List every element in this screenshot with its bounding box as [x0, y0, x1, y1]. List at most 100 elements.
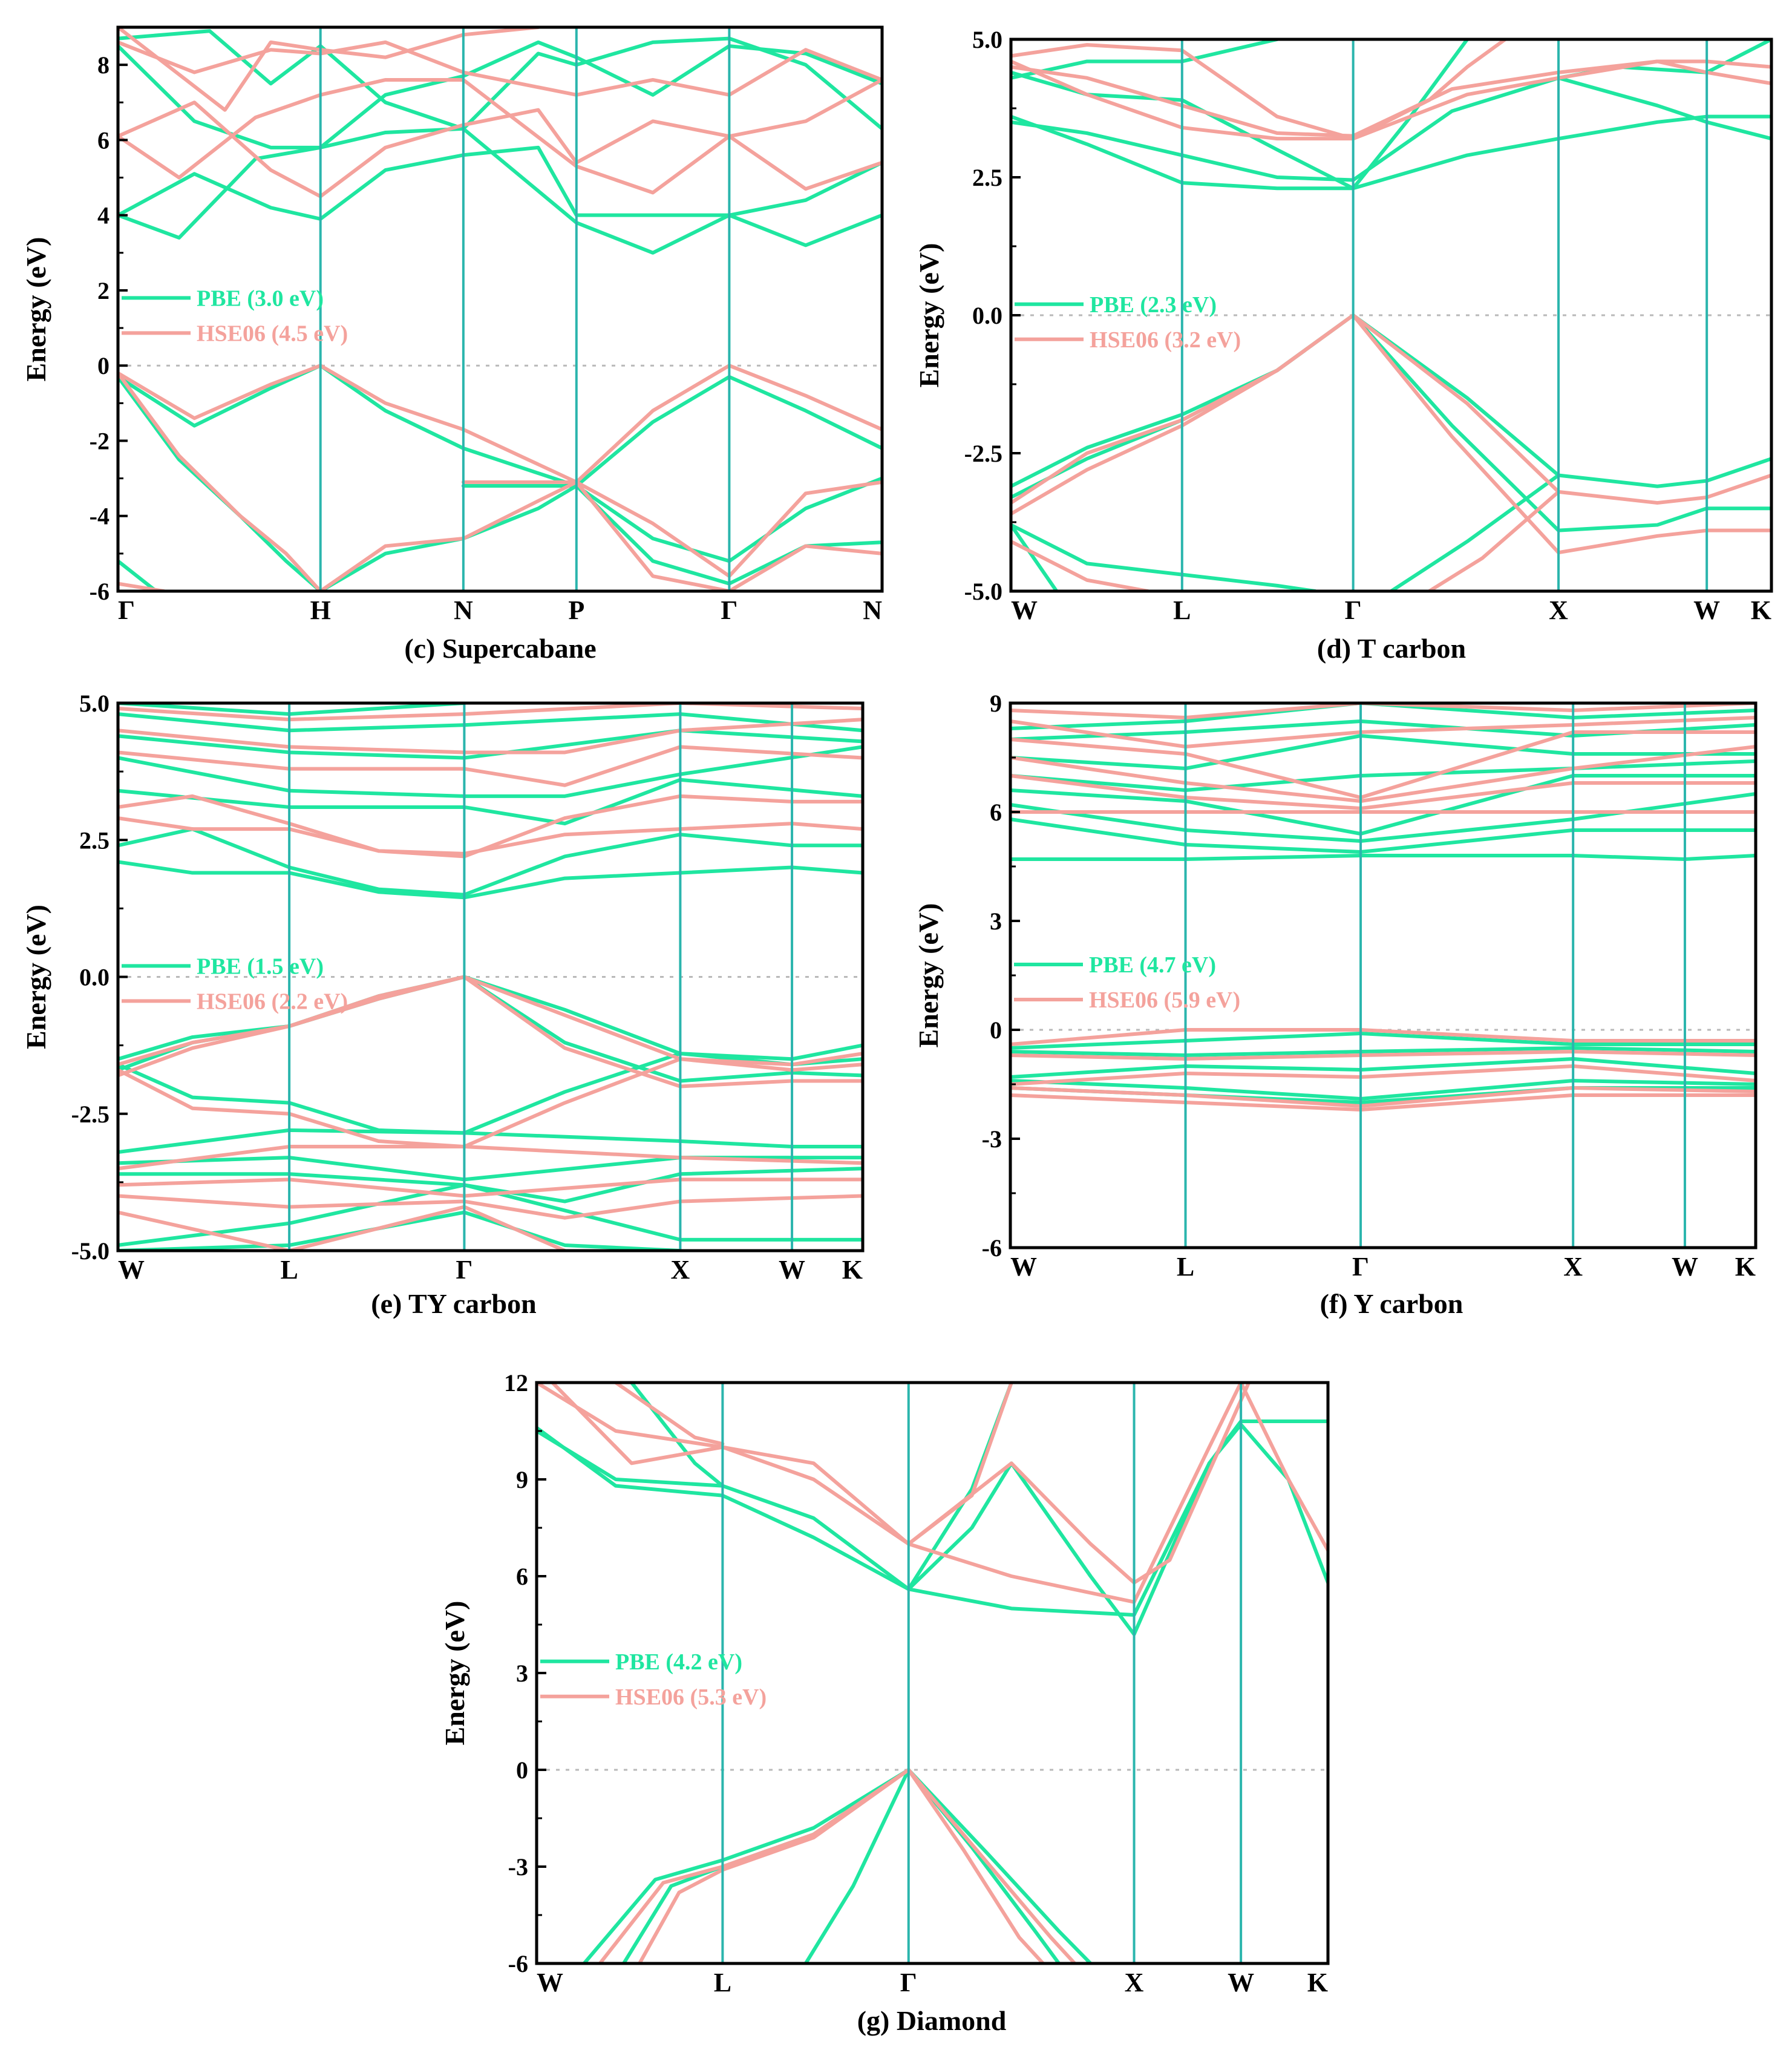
pbe-band-line	[1011, 39, 1279, 80]
pbe-band-line	[1011, 313, 1771, 532]
legend-label: PBE (2.3 eV)	[1090, 292, 1217, 318]
legend-label: PBE (1.5 eV)	[197, 954, 324, 979]
pbe-band-line	[1011, 313, 1771, 488]
legend-label: PBE (3.0 eV)	[197, 286, 324, 311]
y-axis-label: Energy (eV)	[21, 237, 51, 382]
panel-e: (e) TY carbon -5.0 -2.5 0.0 2.5 5.0 W L Γ X W K Ene…	[21, 690, 865, 1319]
y-tick-label: -6	[508, 1950, 528, 1977]
legend-label: HSE06 (3.2 eV)	[1090, 327, 1241, 353]
bands-group	[1010, 703, 1756, 1112]
legend-label: HSE06 (4.5 eV)	[197, 321, 348, 346]
y-tick-label: 5.0	[972, 26, 1002, 53]
pbe-band-line	[1010, 734, 1756, 770]
kpoint-label: X	[1563, 1252, 1583, 1282]
y-tick-label: 3	[516, 1660, 528, 1687]
pbe-band-line	[118, 827, 863, 897]
hse06-band-line	[461, 480, 882, 591]
y-axis-label: Energy (eV)	[914, 243, 944, 388]
legend-label: HSE06 (2.2 eV)	[197, 989, 348, 1014]
pbe-band-line	[1011, 76, 1771, 182]
legend-label: PBE (4.2 eV)	[615, 1649, 742, 1675]
pbe-band-line	[537, 1423, 1328, 1617]
kpoint-label: K	[842, 1255, 863, 1285]
kpoint-label: N	[863, 595, 882, 625]
kpoint-label: L	[714, 1968, 731, 1997]
hse06-band-line	[118, 100, 882, 198]
panel-d: (d) T carbon -5.0 -2.5 0.0 2.5 5.0 W L Γ X W K Ener…	[914, 26, 1773, 664]
kpoint-label: P	[568, 595, 584, 625]
panel-c: (c) Supercabane -6 -4 -2 0 2 4 6 8 Γ H N P Γ N Energy …	[21, 25, 884, 664]
kpoint-label: K	[1735, 1252, 1756, 1282]
kpoint-label: Γ	[1345, 595, 1362, 625]
y-tick-label: 3	[990, 908, 1002, 935]
hse06-band-line	[613, 1383, 725, 1446]
kpoint-label: L	[1173, 595, 1191, 625]
y-tick-label: 0	[990, 1017, 1002, 1044]
legend-label: HSE06 (5.9 eV)	[1089, 987, 1240, 1013]
hse06-band-line	[118, 364, 882, 484]
panel-f: (f) Y carbon -6 -3 0 3 6 9 W L Γ X W K Energy (eV) PB…	[913, 690, 1758, 1319]
panel-g: (g) Diamond -6 -3 0 3 6 9 12 W L Γ X W K Energy (eV) P…	[439, 1369, 1330, 2036]
y-tick-label: 9	[990, 690, 1002, 717]
y-tick-label: 4	[97, 202, 110, 229]
kpoint-label: W	[537, 1968, 563, 1997]
panel-caption: (e) TY carbon	[371, 1288, 536, 1319]
hse06-band-line	[118, 371, 322, 591]
y-tick-label: 0	[97, 352, 110, 379]
hse06-band-line	[551, 1383, 1013, 1546]
y-tick-label: 0	[516, 1757, 528, 1784]
y-tick-label: 0.0	[972, 302, 1002, 329]
bands-group	[1011, 39, 1771, 591]
pbe-band-line	[118, 145, 882, 247]
kpoint-label: W	[1228, 1968, 1254, 1997]
y-tick-label: -5.0	[71, 1237, 110, 1265]
pbe-band-line	[1010, 854, 1756, 861]
y-tick-label: -2	[90, 427, 110, 454]
kpoint-label: W	[1010, 1252, 1037, 1282]
hse06-band-line	[1239, 1383, 1328, 1553]
hse06-band-line	[638, 1768, 1045, 1963]
hse06-band-line	[1010, 703, 1756, 719]
y-axis-label: Energy (eV)	[439, 1601, 470, 1746]
kpoint-label: W	[1693, 595, 1720, 625]
pbe-band-line	[582, 1768, 1093, 1963]
y-tick-label: 2.5	[79, 827, 110, 854]
kpoint-label: W	[118, 1255, 145, 1285]
panel-caption: (f) Y carbon	[1320, 1288, 1463, 1319]
pbe-band-line	[1011, 523, 1059, 591]
hse06-band-line	[118, 718, 863, 755]
kpoint-label: Γ	[900, 1968, 917, 1997]
pbe-band-line	[118, 559, 159, 591]
panel-caption: (d) T carbon	[1317, 633, 1466, 664]
y-axis-label: Energy (eV)	[21, 905, 51, 1049]
legend-label: HSE06 (5.3 eV)	[615, 1685, 767, 1710]
y-tick-label: 12	[504, 1369, 528, 1396]
kpoint-label: W	[1011, 595, 1038, 625]
hse06-band-line	[118, 1057, 863, 1149]
bands-group	[537, 1383, 1328, 1963]
kpoint-label: L	[1177, 1252, 1194, 1282]
kpoint-label: Γ	[1352, 1252, 1369, 1282]
bands-group	[118, 27, 882, 591]
hse06-band-line	[118, 1205, 567, 1251]
kpoint-label: L	[280, 1255, 298, 1285]
hse06-band-line	[1011, 39, 1508, 141]
pbe-band-line	[118, 860, 863, 900]
y-tick-label: 2.5	[972, 164, 1002, 191]
y-tick-label: 5.0	[79, 690, 110, 717]
plot-frame	[116, 25, 884, 593]
pbe-band-line	[1010, 703, 1756, 730]
y-tick-label: 0.0	[79, 964, 110, 991]
y-tick-label: -3	[508, 1853, 528, 1881]
pbe-band-line	[118, 745, 863, 798]
hse06-band-line	[1427, 490, 1561, 591]
kpoint-label: W	[779, 1255, 805, 1285]
kpoint-label: K	[1751, 595, 1771, 625]
y-tick-label: -6	[90, 578, 110, 605]
y-tick-label: 2	[97, 277, 110, 304]
hse06-band-line	[1011, 313, 1771, 505]
kpoint-label: X	[671, 1255, 690, 1285]
hse06-band-line	[118, 745, 863, 787]
y-tick-label: 6	[990, 799, 1002, 826]
